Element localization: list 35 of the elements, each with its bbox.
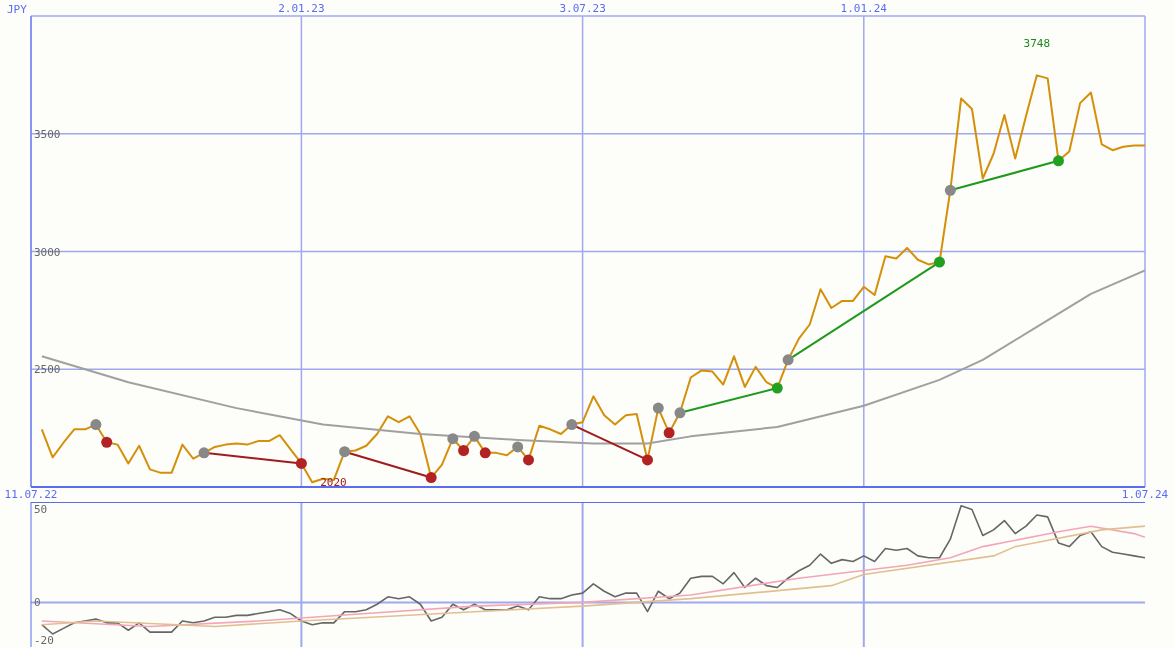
point xyxy=(295,457,307,469)
point xyxy=(523,454,535,466)
x2-tick-label: 3.07.23 xyxy=(559,2,606,15)
point xyxy=(934,256,946,268)
point xyxy=(339,446,351,458)
point xyxy=(425,472,437,484)
point xyxy=(944,184,956,196)
point xyxy=(782,354,794,366)
point xyxy=(771,382,783,394)
point xyxy=(479,447,491,459)
point xyxy=(641,454,653,466)
y-tick-label: 50 xyxy=(34,503,48,517)
y-axis-title: JPY xyxy=(7,3,27,16)
point xyxy=(90,419,102,431)
point xyxy=(468,430,480,442)
y-tick-label: -20 xyxy=(34,633,54,647)
y-tick-label: 3000 xyxy=(34,245,61,259)
x2-tick-label: 1.01.24 xyxy=(840,2,888,15)
point xyxy=(447,433,459,445)
x2-tick-label: 2.01.23 xyxy=(278,2,325,15)
point xyxy=(566,419,578,431)
point xyxy=(652,402,664,414)
y-tick-label: 0 xyxy=(34,596,41,610)
annotation: 3748 xyxy=(1023,37,1051,51)
point xyxy=(512,441,524,453)
point xyxy=(674,407,686,419)
x-tick-label: 1.07.24 xyxy=(1121,488,1169,501)
point xyxy=(1052,155,1064,167)
point xyxy=(663,427,675,439)
annotation: 2020 xyxy=(320,476,347,490)
point xyxy=(198,447,210,459)
x-tick-label: 11.07.22 xyxy=(4,488,58,501)
line-series xyxy=(41,525,1145,628)
point xyxy=(458,445,470,456)
point xyxy=(101,436,113,448)
